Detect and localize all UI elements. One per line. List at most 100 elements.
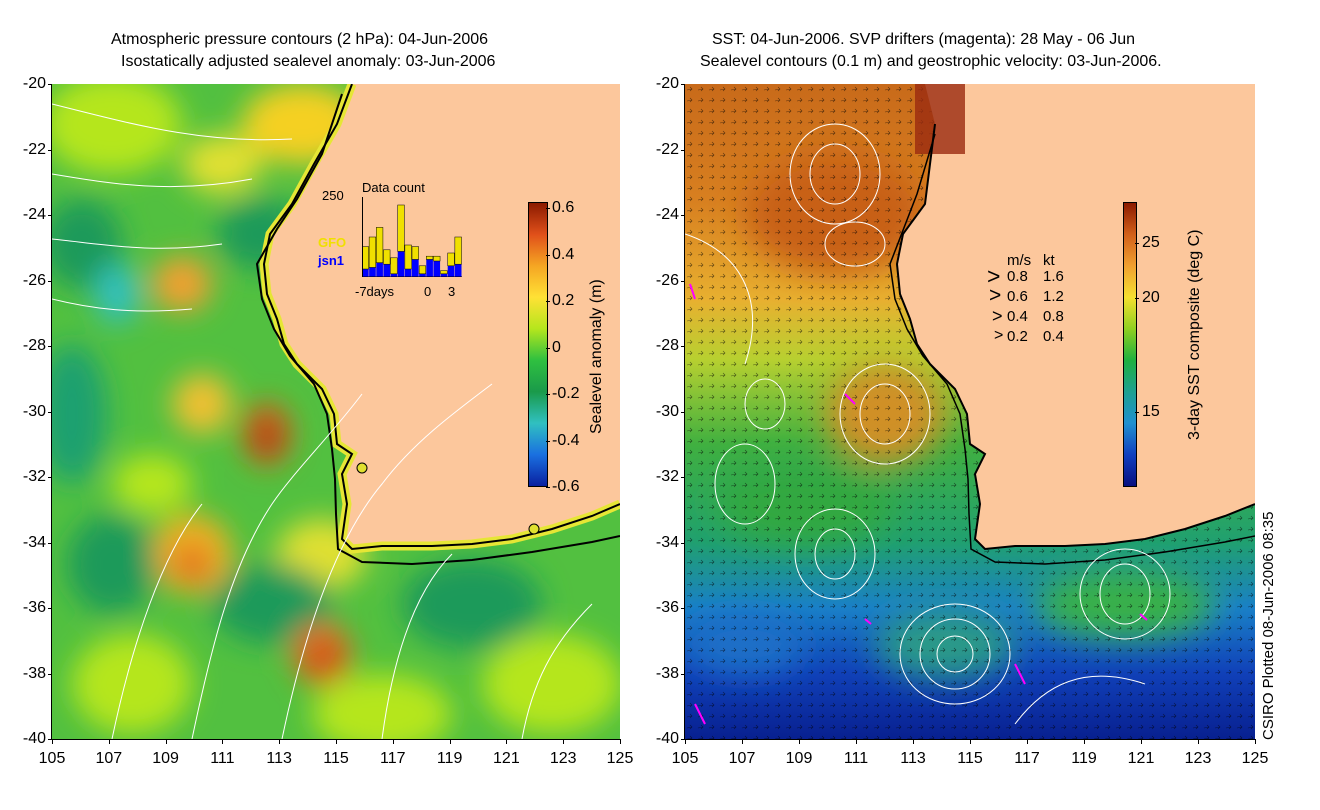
- gfo-bar: [447, 252, 455, 267]
- right-ytick: -26: [655, 271, 679, 289]
- sealevel-colorbar-tick-mark: [546, 254, 550, 256]
- jsn1-bar: [433, 261, 441, 277]
- right-xtick-mark: [1027, 739, 1028, 744]
- left-xtick-mark: [165, 739, 167, 744]
- sealevel-colorbar-tick-mark: [546, 301, 550, 302]
- right-title-line1: SST: 04-Jun-2006. SVP drifters (magenta)…: [712, 31, 1136, 48]
- sealevel-colorbar-tick-mark: [546, 487, 550, 488]
- sst-colorbar-tick: 15: [1142, 403, 1160, 420]
- right-ytick-mark: [681, 608, 685, 609]
- right-xtick: 115: [957, 750, 983, 767]
- left-xtick-mark: [392, 739, 394, 744]
- right-xtick: 113: [900, 750, 926, 767]
- right-ytick-mark: [681, 346, 685, 347]
- velocity-legend: m/s kt: [985, 252, 1095, 352]
- left-ytick-mark: [48, 149, 52, 151]
- right-xtick-mark: [970, 739, 971, 744]
- gfo-bar: [404, 244, 412, 270]
- left-ytick-mark: [48, 215, 52, 216]
- jsn1-bar: [447, 265, 455, 277]
- sealevel-colorbar-tick-mark: [546, 208, 550, 209]
- right-ytick: -30: [655, 402, 679, 420]
- right-xtick-mark: [1084, 739, 1085, 744]
- jsn1-bar: [419, 273, 426, 277]
- sealevel-colorbar-tick: -0.2: [552, 385, 580, 402]
- inset-xlabel-right: 3: [448, 284, 456, 299]
- gfo-bar: [368, 236, 377, 268]
- sst-colorbar-tick: 25: [1142, 234, 1160, 251]
- right-xtick-mark: [799, 739, 800, 744]
- left-axis-bottom: [52, 739, 620, 740]
- right-ytick: -32: [655, 468, 679, 485]
- legend-kt-value: 1.6: [1043, 268, 1064, 285]
- legend-ms-value: 0.8: [1007, 268, 1028, 285]
- legend-arrow-icon: >: [989, 284, 1002, 307]
- legend-kt-value: 1.2: [1043, 288, 1064, 305]
- inset-ymax: 250: [322, 188, 344, 203]
- left-xtick-mark: [52, 739, 53, 744]
- sst-colorbar-tick-mark: [1135, 298, 1139, 299]
- sealevel-colorbar-tick: -0.6: [552, 478, 580, 495]
- legend-header-ms: m/s: [1007, 252, 1032, 269]
- sst-colorbar-tick-mark: [1135, 412, 1139, 413]
- right-xtick: 125: [1241, 750, 1269, 767]
- right-xtick-mark: [913, 739, 914, 744]
- jsn1-bar: [383, 264, 391, 277]
- left-ytick-mark: [48, 477, 52, 478]
- left-xtick: 113: [266, 750, 292, 767]
- legend-ms-value: 0.6: [1007, 288, 1028, 305]
- left-ytick: -40: [22, 730, 46, 747]
- right-ytick-mark: [681, 477, 685, 478]
- left-ytick-mark: [48, 84, 52, 85]
- left-xtick-mark: [222, 739, 224, 744]
- left-ytick: -38: [22, 664, 46, 682]
- jsn1-bar: [412, 259, 419, 277]
- right-title-line2: Sealevel contours (0.1 m) and geostrophi…: [700, 53, 1162, 70]
- legend-header-kt: kt: [1043, 252, 1055, 269]
- left-ytick-mark: [48, 739, 52, 740]
- jsn1-bar: [362, 269, 369, 277]
- jsn1-bar: [440, 273, 448, 277]
- gfo-bar: [362, 246, 369, 270]
- sst-colorbar-tick: 20: [1142, 289, 1160, 306]
- left-ytick: -34: [22, 533, 46, 551]
- left-title-line1: Atmospheric pressure contours (2 hPa): 0…: [111, 31, 489, 48]
- gfo-bar: [440, 270, 448, 275]
- left-ytick-mark: [48, 346, 52, 347]
- jsn1-bar: [369, 267, 376, 277]
- gfo-bar: [390, 257, 398, 275]
- inset-title: Data count: [362, 180, 425, 195]
- data-count-inset: Data count 250 GFO jsn1 -7days 0 3: [312, 180, 472, 300]
- right-ytick: -34: [655, 533, 679, 551]
- right-xtick: 121: [1127, 750, 1155, 767]
- right-ytick-mark: [681, 411, 685, 413]
- sealevel-colorbar-tick-mark: [546, 440, 550, 442]
- left-xtick: 123: [549, 750, 577, 767]
- left-xtick-mark: [336, 739, 337, 744]
- sst-map: [685, 84, 1255, 739]
- jsn1-bar: [397, 251, 405, 277]
- left-xtick: 125: [606, 750, 634, 767]
- right-ytick-mark: [681, 542, 685, 544]
- sealevel-colorbar-tick: 0: [552, 338, 561, 356]
- jsn1-bar: [426, 259, 433, 277]
- left-xtick: 119: [436, 750, 463, 767]
- right-xtick: 111: [843, 750, 869, 767]
- left-ytick-mark: [48, 608, 52, 609]
- legend-kt-value: 0.4: [1043, 328, 1064, 345]
- left-xtick: 105: [38, 750, 66, 767]
- right-xtick-mark: [1141, 739, 1142, 744]
- right-ytick-mark: [681, 215, 685, 216]
- sst-svg: [685, 84, 1255, 739]
- sealevel-colorbar-tick: 0.2: [552, 292, 575, 309]
- right-xtick: 117: [1014, 750, 1040, 767]
- inset-gfo-label: GFO: [318, 235, 347, 250]
- right-xtick: 105: [671, 750, 699, 767]
- right-axis-left: [684, 84, 685, 739]
- jsn1-bar: [454, 264, 462, 277]
- left-ytick: -22: [22, 140, 46, 158]
- left-ytick: -28: [22, 337, 46, 354]
- right-xtick-mark: [856, 739, 857, 744]
- sealevel-colorbar-tick: -0.4: [552, 431, 580, 449]
- sealevel-colorbar-label: Sealevel anomaly (m): [588, 279, 605, 434]
